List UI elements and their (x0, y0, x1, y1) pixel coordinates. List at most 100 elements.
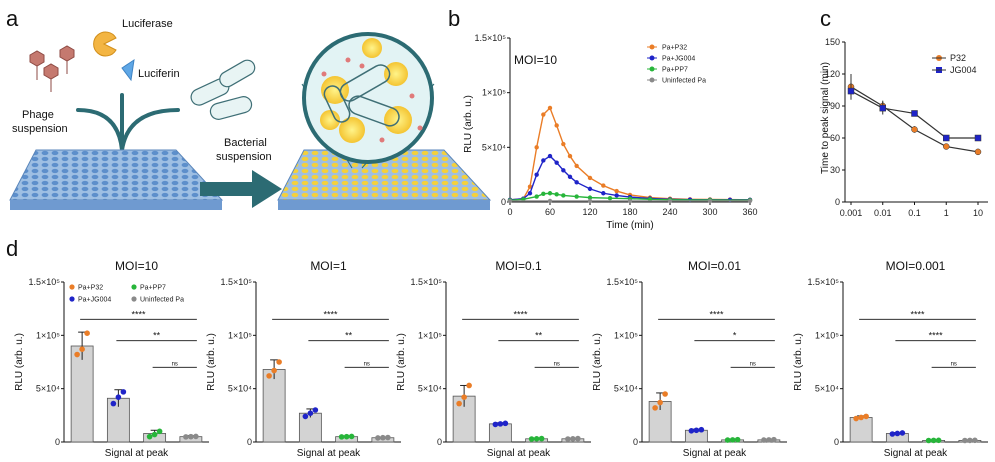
panel-d-data-point (698, 426, 705, 433)
panel-c-y-tick-label: 0 (835, 197, 840, 207)
panel-b-data-point (567, 153, 573, 159)
panel-d-data-point (146, 433, 153, 440)
panel-d-legend-label: Pa+PP7 (140, 285, 166, 292)
panel-d-data-point (502, 420, 509, 427)
panel-d-data-point (652, 405, 658, 411)
panel-c-x-tick-label: 1 (944, 208, 949, 218)
panel-b-x-tick-label: 120 (582, 207, 597, 217)
panel-d-data-point (110, 400, 117, 407)
panel-d-data-point (858, 414, 864, 421)
panel-b-legend-label: Pa+PP7 (662, 67, 688, 74)
panel-b-data-point (614, 188, 619, 194)
panel-d-data-point (497, 421, 504, 427)
panel-b-data-point (587, 195, 593, 200)
panel-d-data-point (466, 382, 472, 389)
panel-c-label: c (820, 6, 831, 31)
panel-d-data-point (79, 346, 85, 353)
panel-d-y-label: RLU (arb. u.) (793, 333, 804, 391)
panel-b-data-point (527, 191, 533, 196)
panel-c-legend-label: P32 (950, 53, 966, 63)
panel-b-legend-label: Pa+JG004 (662, 56, 695, 63)
phage-icon (29, 45, 75, 92)
panel-d-chart-5: MOI=0.001 RLU (arb. u.) Signal at peak 0 5×1… (793, 259, 988, 459)
panel-d-legend-marker (69, 284, 75, 290)
panel-b-legend-label: Uninfected Pa (662, 78, 706, 85)
panel-d-y-tick-label: 1.5×10⁵ (28, 277, 60, 287)
panel-d-data-point (766, 437, 772, 443)
panel-b-data-point (601, 183, 606, 188)
panel-b-data-point (541, 112, 546, 117)
panel-d-data-point (302, 413, 309, 420)
panel-d-significance-label: **** (323, 309, 338, 319)
panel-c-x-tick-label: 0.01 (874, 208, 892, 218)
panel-d-data-point (120, 389, 127, 395)
panel-d-significance-label: ns (172, 361, 178, 367)
panel-d-data-point (385, 434, 391, 441)
panel-d-data-point (348, 433, 355, 440)
panel-b-data-point (554, 160, 559, 165)
panel-b-data-point (547, 191, 553, 196)
panel-d-data-point (729, 437, 736, 443)
panel-b-data-point (607, 195, 613, 201)
panel-d-data-point (183, 434, 189, 440)
panel-d-data-point (724, 437, 731, 443)
panel-a-label: a (6, 6, 19, 31)
panel-d-legend-marker (131, 284, 137, 290)
panel-d-significance-label: **** (709, 309, 724, 319)
panel-b-data-point (554, 192, 559, 197)
panel-b-y-tick-label: 0 (501, 197, 506, 207)
panel-d-title: MOI=0.01 (688, 259, 741, 273)
phage-label-line2: suspension (12, 123, 68, 135)
panel-d-data-point (925, 437, 932, 444)
bacterial-label-line1: Bacterial (224, 137, 267, 149)
panel-d-data-point (894, 430, 901, 437)
panel-c-series-line (850, 86, 979, 153)
panel-d-data-point (193, 433, 199, 440)
panel-d-data-point (84, 330, 90, 337)
panel-d-title: MOI=1 (310, 259, 347, 273)
panel-d-y-label: RLU (arb. u.) (396, 333, 407, 391)
panel-d-y-tick-label: 1×10⁵ (815, 330, 839, 340)
panel-d-legend-marker (131, 296, 137, 302)
panel-d-chart-1: MOI=10 RLU (arb. u.) Signal at peak 0 5×10⁴ 1… (14, 259, 209, 459)
panel-b-data-point (534, 145, 539, 150)
panel-d-y-tick-label: 5×10⁴ (815, 384, 839, 394)
panel-b-data-point (601, 191, 606, 196)
panel-b-x-label: Time (min) (606, 220, 653, 231)
panel-d-data-point (899, 430, 906, 436)
panel-d-chart-2: MOI=1 RLU (arb. u.) Signal at peak 0 5×10⁴ 1×… (206, 259, 401, 459)
panel-d-bar (298, 412, 322, 443)
panel-d-data-point (307, 410, 314, 417)
panel-d-data-point (889, 431, 896, 437)
panel-d-chart-4: MOI=0.01 RLU (arb. u.) Signal at peak 0 5×10… (592, 259, 787, 459)
panel-d-data-point (74, 351, 80, 358)
panel-d-data-point (962, 437, 968, 444)
panel-d-y-tick-label: 0 (437, 437, 442, 447)
panel-b-data-point (574, 180, 579, 185)
plate-after (277, 149, 492, 210)
panel-c-y-tick-label: 30 (830, 165, 840, 175)
panel-c: c Time to peak signal (min) 0 30 60 90 120 15… (820, 6, 988, 218)
panel-d-bar (70, 345, 94, 443)
panel-b-y-tick-label: 1.5×10⁵ (474, 33, 506, 43)
panel-d-data-point (156, 428, 163, 435)
panel-d-legend-marker (69, 296, 75, 302)
panel-b-data-point (527, 184, 533, 189)
process-arrow (200, 170, 282, 208)
panel-d-data-point (271, 367, 277, 374)
panel-b-data-point (561, 193, 566, 198)
panel-c-y-tick-label: 120 (825, 69, 840, 79)
panel-d-data-point (734, 436, 741, 443)
panel-d-data-point (967, 437, 973, 444)
panel-b-legend-label: Pa+P32 (662, 45, 687, 52)
panel-d-significance-label: ** (535, 331, 543, 341)
panel-d-x-label: Signal at peak (884, 448, 948, 459)
panel-c-data-point (847, 87, 855, 95)
panel-c-legend-label: JG004 (950, 65, 977, 75)
panel-b-x-tick-label: 0 (507, 207, 512, 217)
panel-d-y-tick-label: 1.5×10⁵ (606, 277, 638, 287)
panel-a: a Luciferase Luciferin Phage suspension … (6, 6, 492, 210)
panel-b-data-point (561, 168, 566, 173)
panel-b-data-point (587, 175, 593, 181)
panel-b-data-point (561, 141, 566, 147)
